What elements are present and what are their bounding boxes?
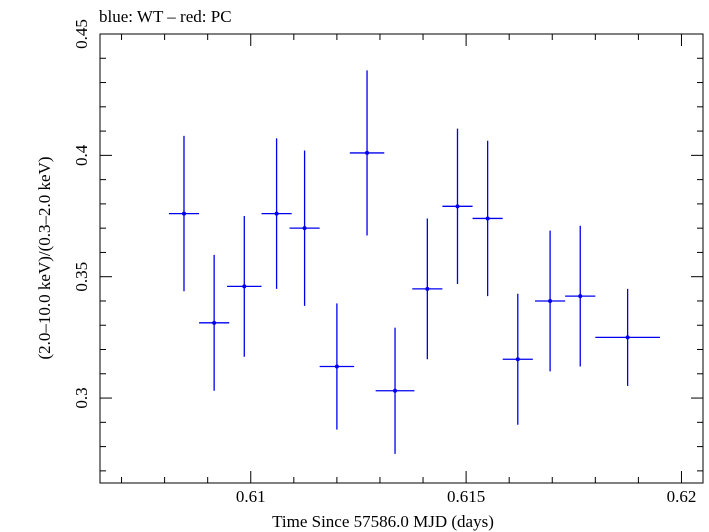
point-marker <box>181 211 186 216</box>
point-marker <box>455 204 460 209</box>
y-tick-label: 0.3 <box>72 387 91 408</box>
data-point <box>565 225 596 367</box>
y-tick-label: 0.35 <box>72 262 91 292</box>
x-tick-label: 0.615 <box>447 487 485 506</box>
point-marker <box>548 298 553 303</box>
data-point <box>349 70 385 236</box>
data-point <box>412 218 443 360</box>
x-tick-label: 0.61 <box>236 487 266 506</box>
data-point <box>319 303 355 430</box>
y-tick-label: 0.45 <box>72 19 91 49</box>
data-point <box>595 288 660 386</box>
data-point <box>199 254 230 391</box>
point-marker <box>393 388 398 393</box>
point-marker <box>212 320 217 325</box>
x-axis-label: Time Since 57586.0 MJD (days) <box>272 512 494 531</box>
axis-ticks <box>100 33 703 483</box>
point-marker <box>625 335 630 340</box>
data-point <box>472 140 503 297</box>
y-axis-label: (2.0–10.0 keV)/(0.3–2.0 keV) <box>35 156 54 359</box>
data-point <box>502 293 533 425</box>
data-point <box>535 230 566 372</box>
x-tick-label: 0.62 <box>667 487 697 506</box>
chart-title: blue: WT – red: PC <box>99 7 232 26</box>
point-marker <box>302 226 307 231</box>
point-marker <box>578 294 583 299</box>
data-point <box>442 128 473 284</box>
point-marker <box>365 150 370 155</box>
point-marker <box>485 216 490 221</box>
y-tick-label: 0.4 <box>72 144 91 166</box>
plot-frame <box>99 33 704 484</box>
point-marker <box>425 286 430 291</box>
data-point <box>375 327 415 454</box>
point-marker <box>515 357 520 362</box>
point-marker <box>334 364 339 369</box>
data-point <box>289 150 320 306</box>
axis-tick-labels: 0.61 0.615 0.62 0.3 0.35 0.4 0.45 <box>72 19 696 506</box>
data-points <box>168 70 660 454</box>
point-marker <box>242 284 247 289</box>
point-marker <box>274 211 279 216</box>
data-point <box>168 135 200 292</box>
data-point <box>261 138 292 289</box>
data-point <box>227 216 262 357</box>
